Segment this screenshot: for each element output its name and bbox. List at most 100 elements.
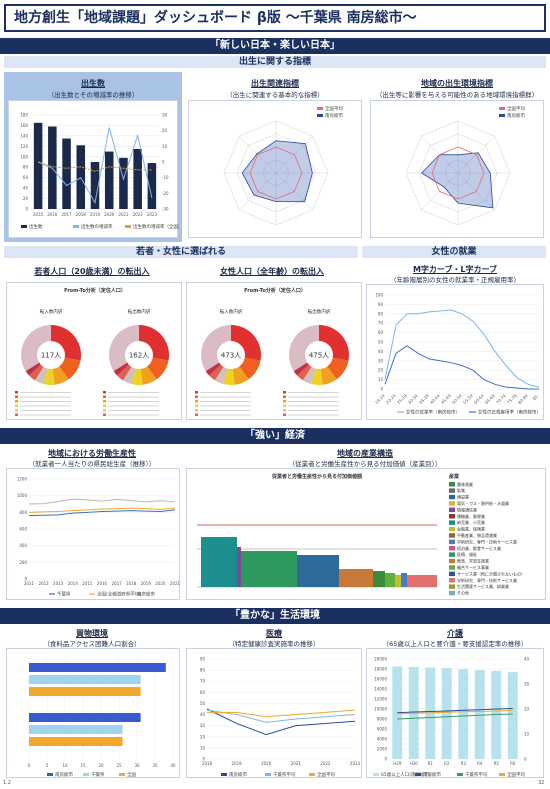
industry-legend-label: 建設業 xyxy=(457,494,469,500)
section-subhead-women-work: 女性の就業 xyxy=(362,246,546,258)
birth-legend-swatch xyxy=(21,225,27,228)
care-ytick: 6000 xyxy=(377,727,388,732)
industry-legend-label: 情報通信業 xyxy=(457,506,477,512)
medical-xtick: 2018 xyxy=(202,761,213,766)
medical-ytick: 20 xyxy=(200,734,206,739)
birth-series-line xyxy=(37,127,153,205)
birth-ytick: 40 xyxy=(23,186,29,191)
footer-left: 1.2 xyxy=(3,780,11,786)
medical-ytick: 30 xyxy=(200,723,206,728)
flow-donut-slice xyxy=(29,364,44,381)
labor-series-line xyxy=(28,498,176,505)
birth-series-line xyxy=(37,161,152,172)
care-chart: 0 2000 4000 6000 8000 10000 12000 14000 16000 180… xyxy=(373,657,530,778)
flow-donut-slice xyxy=(25,362,41,376)
shopping-bar xyxy=(29,737,123,746)
shopping-xtick: 35 xyxy=(152,763,158,768)
medical-title: 医療 xyxy=(266,629,282,638)
labor-xtick: 2018 xyxy=(126,581,137,586)
care-subtitle: （65歳以上人口と要介護・要支援認定率の推移） xyxy=(382,640,528,648)
care-ytick: 12000 xyxy=(374,697,387,702)
medical-legend-label: 千葉県平均 xyxy=(273,771,296,778)
mcurve-ytick: 70 xyxy=(378,321,384,326)
mcurve-xtick: 60-64 xyxy=(473,393,485,405)
industry-block xyxy=(401,573,407,587)
industry-legend-swatch xyxy=(449,558,455,564)
industry-legend-swatch xyxy=(449,520,455,525)
medical-ytick: 0 xyxy=(202,757,205,762)
mcurve-ytick: 20 xyxy=(378,368,384,373)
industry-legend-swatch xyxy=(449,539,455,545)
medical-chart: 0 10 20 30 40 50 60 70 80 90 2018 2019 2020 2021 2022 2… xyxy=(200,657,361,779)
labor-xtick: 2014 xyxy=(68,581,79,586)
labor-subtitle: （就業者一人当たりの県民総生産（推移）） xyxy=(28,460,156,468)
labor-title: 地域における労働生産性 xyxy=(48,449,136,458)
shopping-xtick: 10 xyxy=(62,763,68,768)
flow-legend-swatch xyxy=(15,413,18,416)
industry-legend-label: 学術研究、専門・技術サービス業 xyxy=(457,577,517,583)
mcurve-ytick: 80 xyxy=(378,311,384,316)
birth-y2tick: 30 xyxy=(162,113,168,118)
care-y2tick: 40 xyxy=(524,657,530,662)
birth-panel: 出生数 （出生数とその増減率の推移） 0 20 40 60 80 100 120 140 160… xyxy=(4,72,183,242)
industry-block xyxy=(339,569,373,587)
flow-donut-slice xyxy=(117,364,132,381)
medical-ytick: 50 xyxy=(200,701,206,706)
mcurve-series-line xyxy=(384,309,540,388)
living-env-card: 全国平均 南房総市 xyxy=(370,100,544,238)
flow-donut-slice xyxy=(147,357,169,380)
industry-block xyxy=(407,575,437,587)
industry-legend-swatch xyxy=(449,501,455,506)
living-env-panel: 地域の出生環境指標 （出生等に影響を与える可能性のある地域環境指標群） 全国平均… xyxy=(368,72,546,242)
labor-ytick: 800 xyxy=(19,510,27,515)
industry-legend-swatch xyxy=(449,482,455,487)
care-series-line xyxy=(397,708,513,714)
flow-donut-center: 162人 xyxy=(129,352,149,360)
shopping-xtick: 25 xyxy=(116,763,122,768)
care-ytick: 4000 xyxy=(377,737,388,742)
industry-legend-label: 農林漁業 xyxy=(457,481,473,487)
medical-xtick: 2019 xyxy=(232,761,243,766)
medical-series-line xyxy=(206,708,356,736)
flow-donut-slice xyxy=(34,366,48,385)
birth-legend-label: 出生数の増減率 xyxy=(81,223,113,230)
mcurve-ytick: 30 xyxy=(378,358,384,363)
flow-legend-swatch xyxy=(283,413,286,416)
flow-donut-slice xyxy=(131,368,143,385)
mcurve-ytick: 60 xyxy=(378,330,384,335)
labor-series-line xyxy=(28,507,176,513)
flow-donut-slice xyxy=(231,325,261,361)
flow-donut-slice xyxy=(239,357,261,380)
birth-related-card: 全国平均 南房総市 xyxy=(188,100,362,238)
flow-donut-slice xyxy=(327,357,349,380)
industry-subtitle: （従業者と労働生産性から見る付加価値（産業別）） xyxy=(288,460,442,468)
mcurve-ytick: 90 xyxy=(378,302,384,307)
care-series-line xyxy=(397,713,513,720)
birth-subtitle: （出生数とその増減率の推移） xyxy=(47,91,139,99)
section-band-economy: 「強い」経済 xyxy=(0,428,550,444)
mcurve-legend-label: 女性の正規雇用率（南房総市） xyxy=(478,409,541,416)
birth-y2tick: 0 xyxy=(162,160,165,165)
flow-donut-label: 転入数内訳 xyxy=(220,308,243,315)
flow-legend-swatch xyxy=(103,404,106,407)
industry-chart: 従業者と労働生産性から見る付加価値額 産業農林漁業鉱業建設業電気・ガス・熱供給・水… xyxy=(197,473,525,596)
mcurve-xtick: 20-24 xyxy=(385,393,397,405)
industry-block xyxy=(385,573,395,587)
birth-ytick: 20 xyxy=(23,196,29,201)
care-ytick: 20000 xyxy=(374,657,387,662)
mcurve-ytick: 0 xyxy=(380,387,383,392)
flow-legend-swatch xyxy=(195,413,198,416)
shopping-legend-label: 南房総市 xyxy=(55,771,73,778)
flow-donut-slice xyxy=(232,366,249,385)
shopping-bar xyxy=(29,725,123,734)
industry-legend-label: 宿泊業、飲食サービス業 xyxy=(457,545,501,551)
mcurve-xtick: 85- xyxy=(532,393,541,402)
birth-xtick: 2021 xyxy=(118,212,129,217)
industry-block xyxy=(395,575,401,587)
radar-legend-label: 南房総市 xyxy=(507,112,525,119)
medical-ytick: 40 xyxy=(200,712,206,717)
industry-legend-swatch xyxy=(449,526,455,532)
medical-legend-swatch xyxy=(309,773,315,776)
care-legend-label: 全国平均 xyxy=(507,771,525,778)
